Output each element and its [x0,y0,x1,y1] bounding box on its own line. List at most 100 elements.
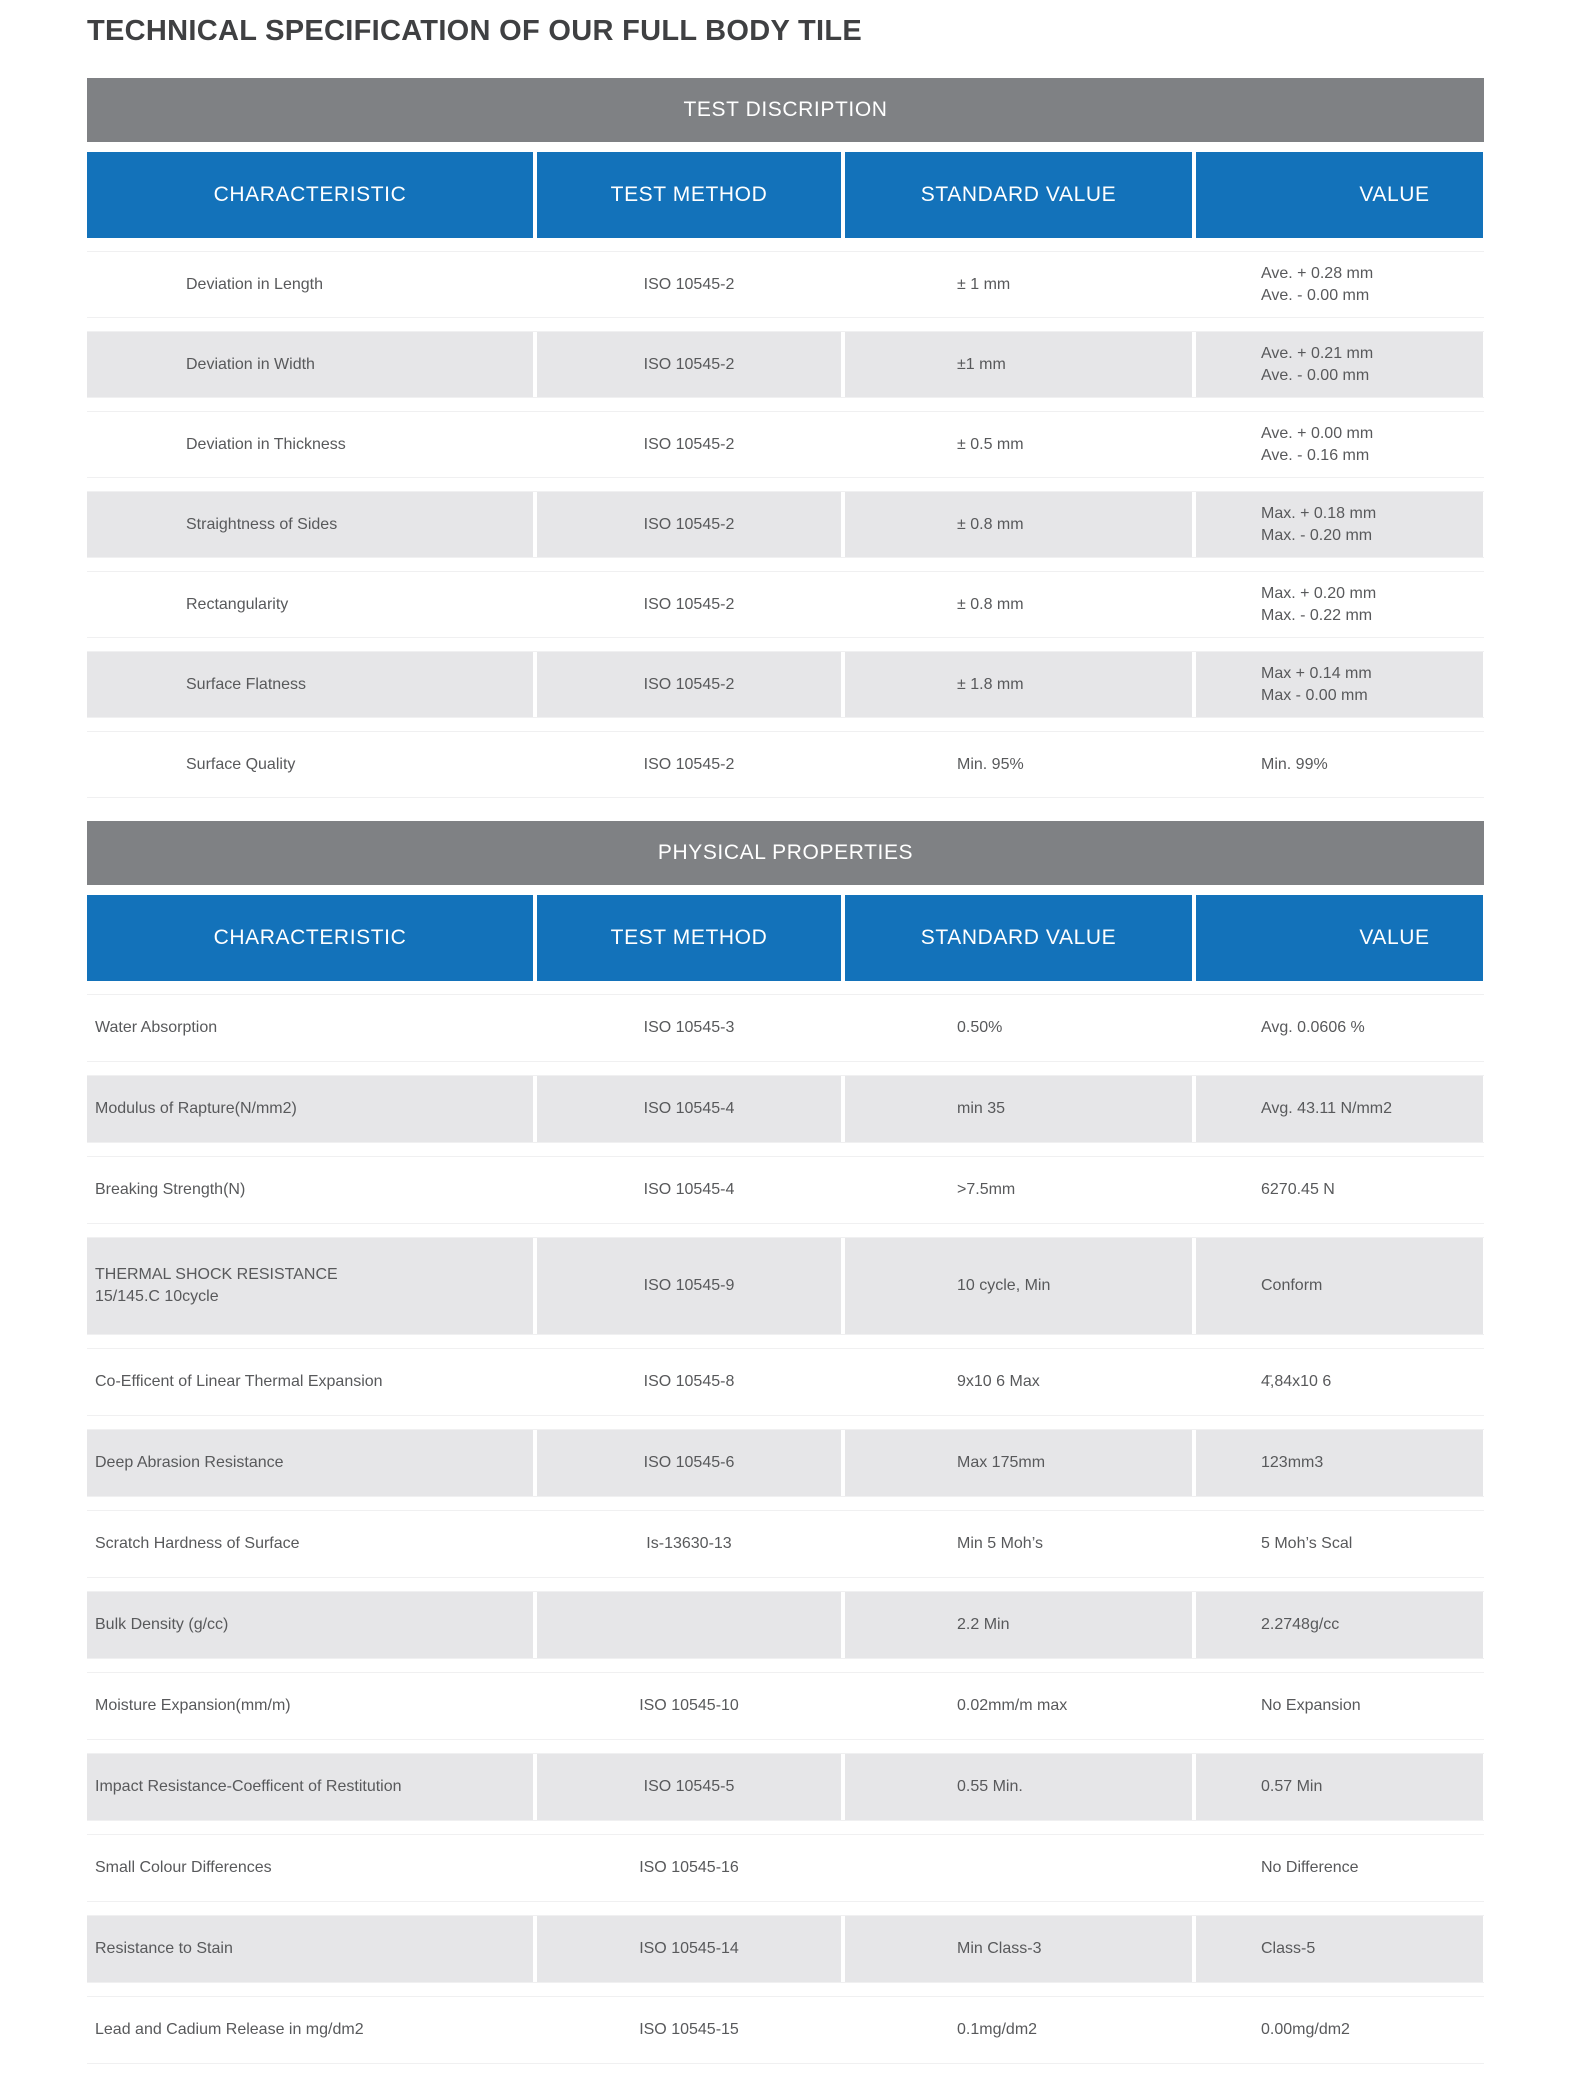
column-header-characteristic: CHARACTERISTIC [87,895,533,981]
cell-test-method: ISO 10545-2 [537,492,841,557]
column-header-test-method: TEST METHOD [537,152,841,238]
table-row: Small Colour Differences ISO 10545-16 No… [87,1835,1484,1901]
cell-value: Avg. 0.0606 % [1196,995,1483,1061]
cell-test-method [537,1592,841,1658]
cell-characteristic: Scratch Hardness of Surface [87,1511,533,1577]
cell-standard-value: 9x10 6 Max [845,1349,1192,1415]
cell-characteristic: Surface Flatness [87,652,533,717]
cell-test-method: ISO 10545-6 [537,1430,841,1496]
cell-characteristic: Lead and Cadium Release in mg/dm2 [87,1997,533,2063]
cell-value: Min. 99% [1196,732,1483,797]
table-row: Bulk Density (g/cc) 2.2 Min 2.2748g/cc [87,1592,1484,1658]
table-row: Modulus of Rapture(N/mm2) ISO 10545-4 mi… [87,1076,1484,1142]
cell-standard-value: ± 1 mm [845,252,1192,317]
column-header-row: CHARACTERISTIC TEST METHOD STANDARD VALU… [87,895,1484,981]
cell-standard-value: Min. 95% [845,732,1192,797]
cell-test-method: ISO 10545-4 [537,1076,841,1142]
cell-characteristic: THERMAL SHOCK RESISTANCE 15/145.C 10cycl… [87,1238,533,1334]
cell-test-method: ISO 10545-14 [537,1916,841,1982]
cell-standard-value: ± 0.8 mm [845,492,1192,557]
cell-value: No Expansion [1196,1673,1483,1739]
cell-value: Ave. + 0.28 mm Ave. - 0.00 mm [1196,252,1483,317]
cell-characteristic: Straightness of Sides [87,492,533,557]
cell-standard-value: 0.02mm/m max [845,1673,1192,1739]
cell-value: 6270.45 N [1196,1157,1483,1223]
cell-characteristic: Deviation in Length [87,252,533,317]
cell-standard-value: ± 0.5 mm [845,412,1192,477]
cell-characteristic: Moisture Expansion(mm/m) [87,1673,533,1739]
cell-test-method: ISO 10545-16 [537,1835,841,1901]
table-row: THERMAL SHOCK RESISTANCE 15/145.C 10cycl… [87,1238,1484,1334]
cell-characteristic: Bulk Density (g/cc) [87,1592,533,1658]
table-row: Moisture Expansion(mm/m) ISO 10545-10 0.… [87,1673,1484,1739]
table-row: Resistance to Stain ISO 10545-14 Min Cla… [87,1916,1484,1982]
section-test-discription: TEST DISCRIPTION CHARACTERISTIC TEST MET… [87,78,1484,797]
cell-value: 123mm3 [1196,1430,1483,1496]
cell-standard-value: Min Class-3 [845,1916,1192,1982]
cell-characteristic: Deviation in Width [87,332,533,397]
cell-characteristic: Surface Quality [87,732,533,797]
cell-value: 2.2748g/cc [1196,1592,1483,1658]
table-body: Deviation in Length ISO 10545-2 ± 1 mm A… [87,252,1484,797]
section-title-physical-properties: PHYSICAL PROPERTIES [87,821,1484,885]
cell-test-method: ISO 10545-9 [537,1238,841,1334]
cell-value: Max + 0.14 mm Max - 0.00 mm [1196,652,1483,717]
cell-value: Max. + 0.20 mm Max. - 0.22 mm [1196,572,1483,637]
table-row: Deviation in Thickness ISO 10545-2 ± 0.5… [87,412,1484,477]
table-row: Breaking Strength(N) ISO 10545-4 >7.5mm … [87,1157,1484,1223]
cell-standard-value: 0.55 Min. [845,1754,1192,1820]
table-row: Scratch Hardness of Surface Is-13630-13 … [87,1511,1484,1577]
cell-value: 0.00mg/dm2 [1196,1997,1483,2063]
cell-value: Conform [1196,1238,1483,1334]
table-row: Deep Abrasion Resistance ISO 10545-6 Max… [87,1430,1484,1496]
cell-value: Ave. + 0.21 mm Ave. - 0.00 mm [1196,332,1483,397]
cell-standard-value: min 35 [845,1076,1192,1142]
cell-standard-value: ± 0.8 mm [845,572,1192,637]
table-row: Straightness of Sides ISO 10545-2 ± 0.8 … [87,492,1484,557]
cell-value: Avg. 43.11 N/mm2 [1196,1076,1483,1142]
cell-standard-value: 2.2 Min [845,1592,1192,1658]
cell-test-method: ISO 10545-5 [537,1754,841,1820]
cell-standard-value: ± 1.8 mm [845,652,1192,717]
cell-characteristic: Deviation in Thickness [87,412,533,477]
column-header-value: VALUE [1196,152,1483,238]
cell-test-method: Is-13630-13 [537,1511,841,1577]
cell-standard-value: 0.1mg/dm2 [845,1997,1192,2063]
cell-characteristic: Rectangularity [87,572,533,637]
cell-characteristic: Water Absorption [87,995,533,1061]
table-body: Water Absorption ISO 10545-3 0.50% Avg. … [87,995,1484,2063]
cell-standard-value: Min 5 Moh’s [845,1511,1192,1577]
cell-test-method: ISO 10545-2 [537,732,841,797]
section-physical-properties: PHYSICAL PROPERTIES CHARACTERISTIC TEST … [87,821,1484,2063]
table-row: Lead and Cadium Release in mg/dm2 ISO 10… [87,1997,1484,2063]
column-header-standard-value: STANDARD VALUE [845,895,1192,981]
column-header-value: VALUE [1196,895,1483,981]
cell-standard-value: 10 cycle, Min [845,1238,1192,1334]
cell-test-method: ISO 10545-2 [537,252,841,317]
cell-characteristic: Deep Abrasion Resistance [87,1430,533,1496]
cell-characteristic: Breaking Strength(N) [87,1157,533,1223]
column-header-characteristic: CHARACTERISTIC [87,152,533,238]
cell-test-method: ISO 10545-8 [537,1349,841,1415]
cell-characteristic: Resistance to Stain [87,1916,533,1982]
cell-value: 4̄,84x10 6 [1196,1349,1483,1415]
cell-test-method: ISO 10545-2 [537,652,841,717]
cell-test-method: ISO 10545-15 [537,1997,841,2063]
cell-value: 0.57 Min [1196,1754,1483,1820]
table-row: Rectangularity ISO 10545-2 ± 0.8 mm Max.… [87,572,1484,637]
table-row: Water Absorption ISO 10545-3 0.50% Avg. … [87,995,1484,1061]
cell-test-method: ISO 10545-2 [537,572,841,637]
cell-test-method: ISO 10545-3 [537,995,841,1061]
cell-value: 5 Moh’s Scal [1196,1511,1483,1577]
cell-standard-value: ±1 mm [845,332,1192,397]
table-row: Deviation in Length ISO 10545-2 ± 1 mm A… [87,252,1484,317]
page-title: TECHNICAL SPECIFICATION OF OUR FULL BODY… [87,15,863,47]
cell-value: Max. + 0.18 mm Max. - 0.20 mm [1196,492,1483,557]
column-header-standard-value: STANDARD VALUE [845,152,1192,238]
cell-value: Class-5 [1196,1916,1483,1982]
column-header-row: CHARACTERISTIC TEST METHOD STANDARD VALU… [87,152,1484,238]
table-row: Co-Efficent of Linear Thermal Expansion … [87,1349,1484,1415]
cell-standard-value: >7.5mm [845,1157,1192,1223]
table-row: Surface Quality ISO 10545-2 Min. 95% Min… [87,732,1484,797]
cell-characteristic: Small Colour Differences [87,1835,533,1901]
